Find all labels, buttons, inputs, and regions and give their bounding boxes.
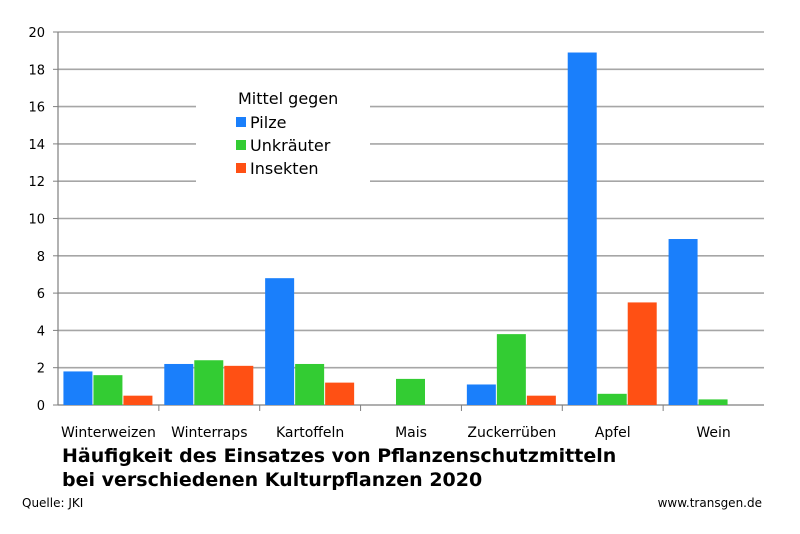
bar-pilze [466, 384, 496, 405]
legend-swatch [236, 163, 246, 173]
category-label: Mais [395, 425, 427, 440]
y-tick-label: 2 [37, 362, 45, 377]
legend-label: Insekten [250, 159, 319, 178]
category-label: Kartoffeln [276, 425, 344, 440]
y-axis-ticks: 0 2 4 6 8 10 12 14 16 18 20 [28, 26, 58, 414]
bar-unkr-uter [93, 375, 123, 405]
chart-title: Häufigkeit des Einsatzes von Pflanzensch… [62, 444, 616, 492]
bar-pilze [567, 52, 597, 405]
category-labels: Winterweizen Winterraps Kartoffeln Mais Zuck… [61, 405, 731, 440]
bar-insekten [224, 365, 254, 405]
y-tick-label: 4 [37, 324, 45, 339]
legend-label: Unkräuter [250, 136, 331, 155]
bar-insekten [627, 302, 657, 405]
bar-unkr-uter [597, 393, 627, 405]
category-label: Apfel [595, 425, 631, 440]
bar-unkr-uter [295, 363, 325, 405]
bar-insekten [526, 395, 556, 405]
y-tick-label: 0 [37, 399, 45, 414]
bar-unkr-uter [698, 399, 728, 405]
bars [63, 52, 728, 405]
y-tick-label: 14 [28, 138, 45, 153]
y-tick-label: 20 [28, 26, 45, 41]
bar-unkr-uter [396, 378, 425, 405]
bar-unkr-uter [496, 334, 526, 405]
bar-insekten [123, 395, 153, 405]
y-tick-label: 18 [28, 63, 45, 78]
bar-insekten [325, 382, 355, 405]
gridlines [57, 31, 764, 406]
y-tick-label: 12 [28, 175, 45, 190]
source-label: Quelle: JKI [22, 496, 84, 510]
bar-pilze [265, 278, 295, 405]
y-tick-label: 10 [28, 213, 45, 228]
bar-pilze [63, 371, 93, 405]
category-label: Wein [696, 425, 730, 440]
bar-unkr-uter [194, 360, 224, 405]
website-label: www.transgen.de [657, 496, 762, 510]
legend-swatch [236, 140, 246, 150]
y-tick-label: 8 [37, 250, 45, 265]
legend-swatch [236, 117, 246, 127]
category-label: Zuckerrüben [467, 425, 556, 440]
bar-pilze [164, 363, 194, 405]
bar-chart: 0 2 4 6 8 10 12 14 16 18 20 Winterweizen Winterraps… [28, 26, 764, 440]
category-label: Winterraps [171, 425, 247, 440]
legend-title: Mittel gegen [238, 89, 338, 108]
legend-box [196, 82, 370, 186]
y-tick-label: 16 [28, 101, 45, 116]
category-label: Winterweizen [61, 425, 156, 440]
chart-title-line2: bei verschiedenen Kulturpflanzen 2020 [62, 469, 483, 491]
bar-pilze [668, 239, 698, 405]
y-tick-label: 6 [37, 287, 45, 302]
legend: Mittel gegen Pilze Unkräuter Insekten [196, 82, 370, 186]
legend-label: Pilze [250, 113, 286, 132]
chart-title-line1: Häufigkeit des Einsatzes von Pflanzensch… [62, 445, 617, 467]
